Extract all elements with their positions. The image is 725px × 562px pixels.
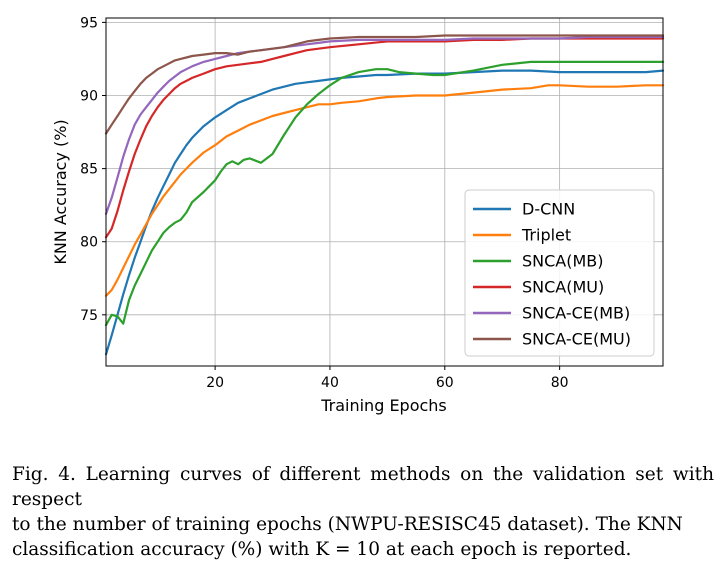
series-line-snca-mb [104,60,665,327]
legend-label-snca-mu: SNCA(MU) [522,278,604,297]
x-tick-label: 80 [551,375,569,391]
caption-line-2: to the number of training epochs (NWPU-R… [12,514,683,535]
caption-line-3: classification accuracy (%) with K = 10 … [12,539,632,560]
series-line-snca-ce-mu [104,34,665,135]
legend-box [464,189,655,357]
series-line-d-cnn [104,69,665,356]
plot-frame [105,17,664,367]
y-tick-label: 80 [80,235,98,251]
series-line-snca-ce-mb [104,35,665,215]
caption-line-1: Fig. 4. Learning curves of different met… [12,464,714,510]
legend-label-triplet: Triplet [521,226,571,245]
y-axis-label: KNN Accuracy (%) [51,119,70,264]
series-lines [104,34,665,356]
x-tick-label: 40 [321,375,339,391]
y-tick-label: 75 [80,308,98,324]
legend: D-CNN Triplet SNCA(MB) SNCA(MU) SNCA-CE(MB) S… [464,189,655,357]
figure-caption: Fig. 4. Learning curves of different met… [12,462,714,562]
series-line-snca-mu [104,37,665,239]
legend-label-snca-mb: SNCA(MB) [522,252,604,271]
y-tick-label: 85 [80,162,98,178]
y-tick-label: 95 [80,15,98,31]
y-tick-label: 90 [80,88,98,104]
series-line-triplet [104,84,665,297]
legend-label-d-cnn: D-CNN [522,200,575,219]
x-axis-label: Training Epochs [320,396,447,415]
x-tick-label: 20 [206,375,224,391]
axis-ticks: 20 40 60 80 75 80 85 90 95 [80,15,568,391]
legend-label-snca-ce-mu: SNCA-CE(MU) [522,330,631,349]
x-tick-label: 60 [436,375,454,391]
legend-label-snca-ce-mb: SNCA-CE(MB) [522,304,630,323]
line-chart: 20 40 60 80 75 80 85 90 95 Training Epochs KNN A… [51,15,665,415]
